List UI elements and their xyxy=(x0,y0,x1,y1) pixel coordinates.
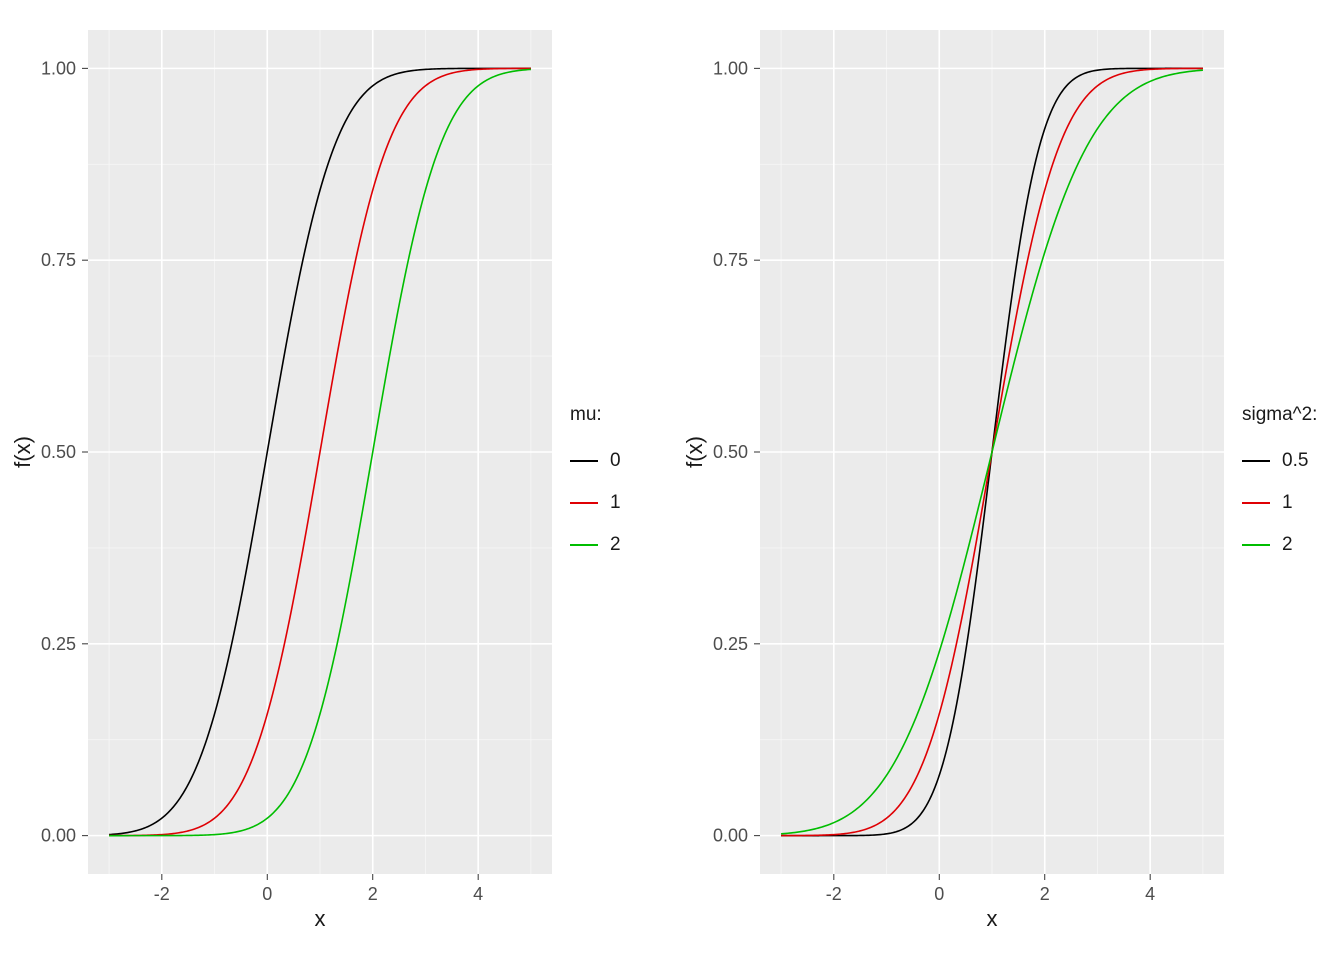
legend-item: 0.5 xyxy=(1242,450,1317,472)
x-tick-label: 2 xyxy=(1040,884,1050,904)
legend-swatch xyxy=(1242,502,1270,504)
legend-label: 1 xyxy=(610,492,621,514)
y-tick-label: 0.50 xyxy=(41,442,76,462)
legend-swatch xyxy=(1242,460,1270,462)
x-tick-label: -2 xyxy=(826,884,842,904)
y-tick-label: 1.00 xyxy=(713,58,748,78)
y-tick-label: 0.00 xyxy=(41,826,76,846)
left-legend-title: mu: xyxy=(570,404,621,426)
x-tick-label: -2 xyxy=(154,884,170,904)
legend-item: 1 xyxy=(570,492,621,514)
legend-swatch xyxy=(1242,544,1270,546)
x-axis-title: x xyxy=(315,906,326,931)
x-tick-label: 2 xyxy=(368,884,378,904)
right-legend: sigma^2: 0.5 1 2 xyxy=(1232,404,1317,556)
x-tick-label: 4 xyxy=(1145,884,1155,904)
x-tick-label: 0 xyxy=(262,884,272,904)
legend-label: 0.5 xyxy=(1282,450,1308,472)
y-axis-title: f(x) xyxy=(10,436,35,468)
legend-item: 1 xyxy=(1242,492,1317,514)
legend-label: 2 xyxy=(1282,534,1293,556)
left-panel: -2 0 2 4 0.00 0.25 0.50 0.75 1.00 x f(x) mu: 0 1 2 xyxy=(0,0,672,960)
right-chart: -2 0 2 4 0.00 0.25 0.50 0.75 1.00 x f(x) xyxy=(682,20,1232,940)
legend-swatch xyxy=(570,544,598,546)
y-axis-title: f(x) xyxy=(682,436,707,468)
y-tick-label: 0.25 xyxy=(41,634,76,654)
x-tick-label: 4 xyxy=(473,884,483,904)
y-tick-label: 0.00 xyxy=(713,826,748,846)
y-tick-label: 1.00 xyxy=(41,58,76,78)
legend-label: 0 xyxy=(610,450,621,472)
legend-label: 2 xyxy=(610,534,621,556)
y-tick-label: 0.75 xyxy=(713,250,748,270)
legend-item: 0 xyxy=(570,450,621,472)
y-tick-label: 0.50 xyxy=(713,442,748,462)
right-panel: -2 0 2 4 0.00 0.25 0.50 0.75 1.00 x f(x) sigma^2: … xyxy=(672,0,1344,960)
y-tick-label: 0.75 xyxy=(41,250,76,270)
legend-label: 1 xyxy=(1282,492,1293,514)
legend-item: 2 xyxy=(570,534,621,556)
legend-swatch xyxy=(570,502,598,504)
left-chart: -2 0 2 4 0.00 0.25 0.50 0.75 1.00 x f(x) xyxy=(10,20,560,940)
chart-pair: -20240.000.250.500.751.00xf(x) mu: 012 -… xyxy=(0,0,1344,960)
x-axis-title: x xyxy=(987,906,998,931)
legend-item: 2 xyxy=(1242,534,1317,556)
legend-swatch xyxy=(570,460,598,462)
right-legend-title: sigma^2: xyxy=(1242,404,1317,426)
left-legend: mu: 0 1 2 xyxy=(560,404,621,556)
x-tick-label: 0 xyxy=(934,884,944,904)
y-tick-label: 0.25 xyxy=(713,634,748,654)
